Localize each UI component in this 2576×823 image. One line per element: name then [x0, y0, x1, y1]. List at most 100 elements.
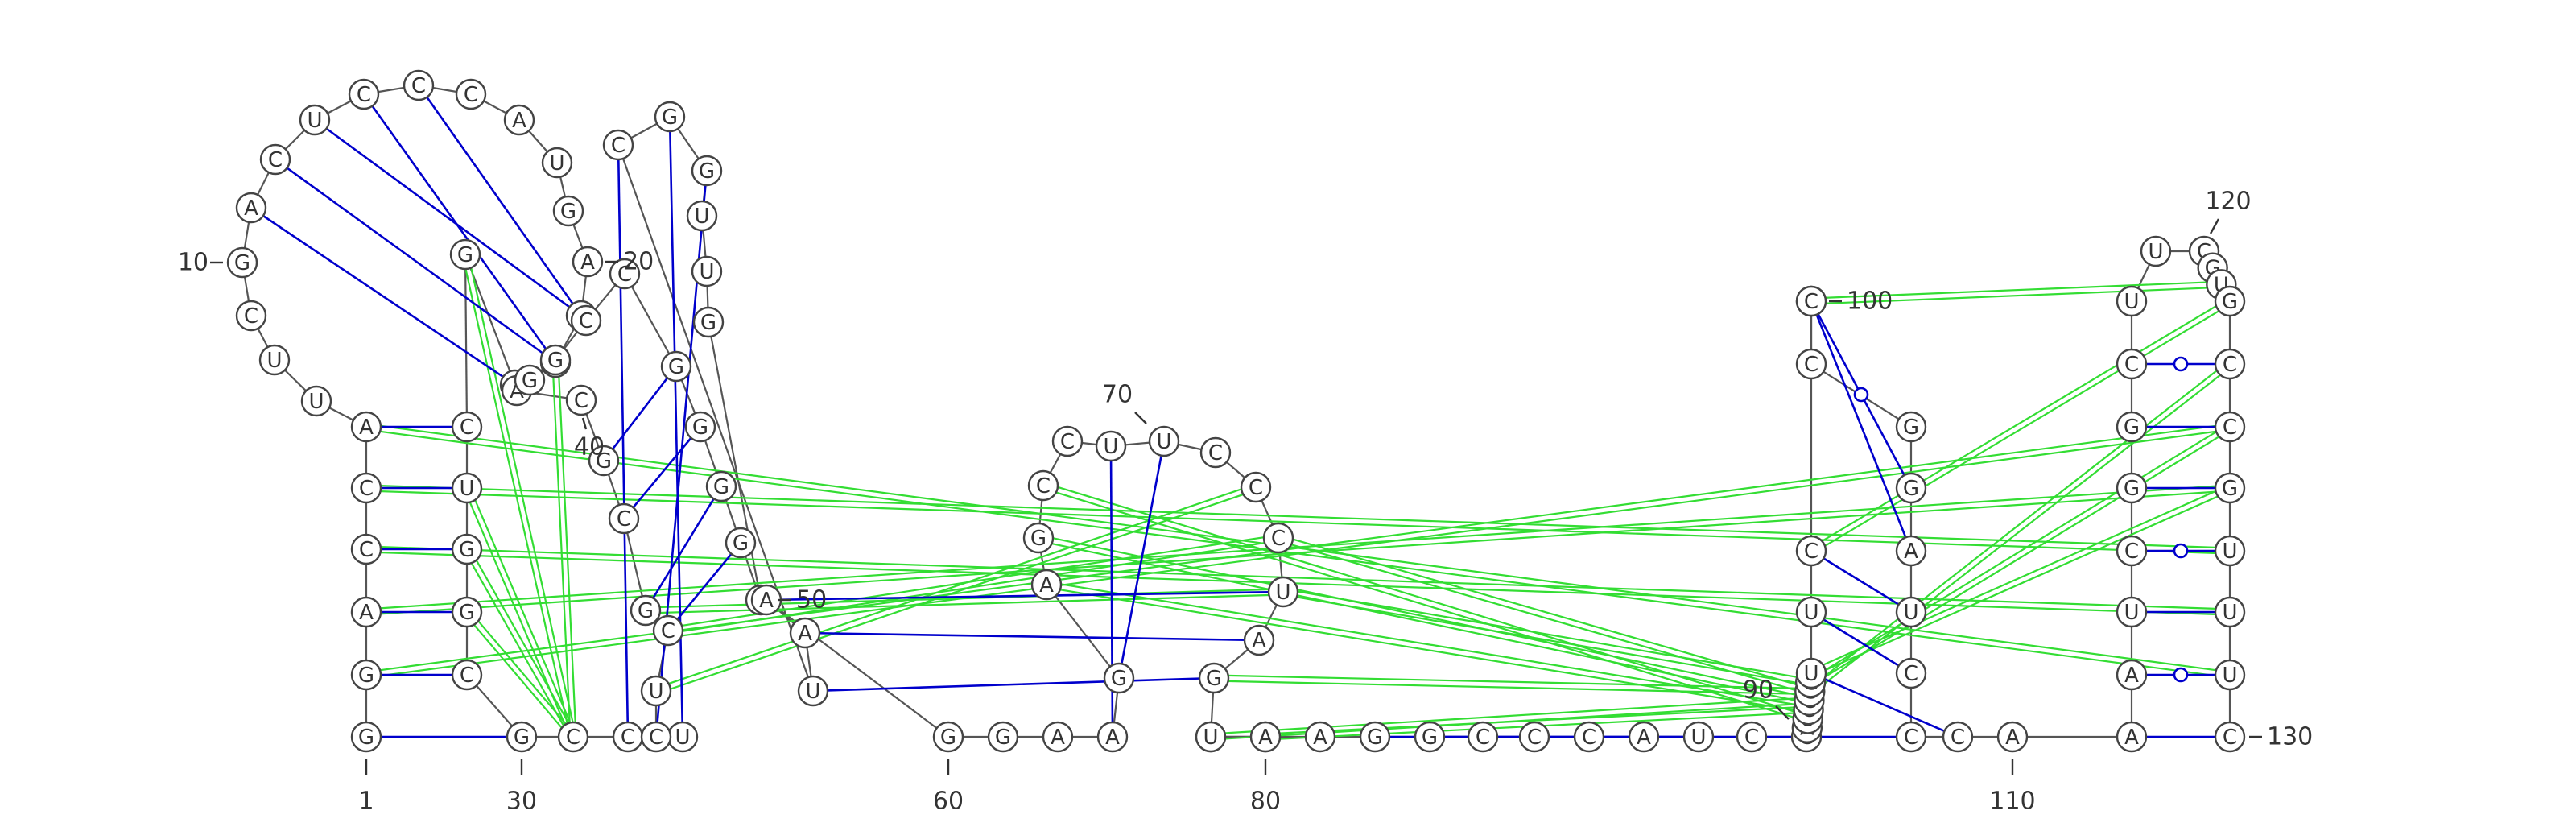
- nucleotide: A: [1895, 535, 1927, 567]
- position-tick: [1775, 705, 1790, 720]
- nucleotide: A: [1096, 721, 1129, 753]
- nucleotide-base: U: [648, 680, 663, 704]
- nucleotide-circle: [226, 246, 258, 279]
- nucleotide-base: G: [459, 538, 475, 562]
- nucleotide-circle: [506, 721, 538, 753]
- nucleotide-circle: [1467, 721, 1499, 753]
- pseudoknot-link: [1042, 487, 1808, 722]
- nucleotide: C: [1795, 348, 1827, 380]
- nucleotide-base: C: [1904, 726, 1918, 750]
- nucleotide: A: [1628, 721, 1660, 753]
- nucleotide-base: U: [675, 726, 690, 750]
- nucleotide-base: G: [547, 349, 564, 373]
- nucleotide-circle: [552, 195, 584, 227]
- nucleotide-base: A: [244, 196, 258, 221]
- nucleotide-base: G: [358, 664, 374, 688]
- nucleotide: U: [2116, 596, 2148, 628]
- nucleotide-circle: [2214, 659, 2246, 691]
- nucleotide-circle: [2214, 721, 2246, 753]
- nucleotide-circle: [602, 129, 634, 161]
- nucleotide-circle: [300, 385, 332, 417]
- pseudoknot-link: [469, 547, 577, 736]
- base-pair: [362, 93, 557, 363]
- nucleotide-circle: [455, 78, 487, 110]
- nucleotide-circle: [1736, 721, 1768, 753]
- nucleotide-circle: [299, 104, 331, 136]
- nucleotide-base: U: [2124, 290, 2139, 314]
- position-label: 70: [1102, 381, 1133, 409]
- nucleotide: C: [350, 472, 382, 504]
- nucleotide: C: [259, 143, 291, 176]
- nucleotide: U: [2116, 285, 2148, 317]
- position-label: 80: [1250, 788, 1281, 816]
- nucleotide-base: C: [579, 309, 593, 333]
- nucleotide: C: [1199, 436, 1232, 469]
- nucleotide: A: [350, 596, 382, 628]
- nucleotide: C: [557, 721, 589, 753]
- pseudoknot-link: [1810, 280, 2222, 300]
- nucleotide-circle: [660, 350, 692, 383]
- nucleotide: C: [2214, 348, 2246, 380]
- nucleotide-base: C: [1904, 662, 1918, 686]
- nucleotide-base: C: [357, 83, 371, 107]
- nucleotide: G: [1895, 411, 1927, 443]
- nucleotide: U: [541, 147, 573, 179]
- nucleotide-circle: [1795, 657, 1827, 689]
- nucleotide-circle: [402, 69, 435, 101]
- nucleotide-circle: [588, 445, 620, 477]
- nucleotide-base: U: [699, 260, 714, 284]
- nucleotide-base: G: [358, 726, 374, 750]
- nucleotide-circle: [1795, 596, 1827, 628]
- nucleotide-circle: [350, 533, 382, 565]
- base-pair: [1109, 445, 1114, 738]
- nucleotide: C: [1051, 425, 1084, 457]
- position-label: 10: [178, 249, 208, 277]
- nucleotide-circle: [539, 344, 572, 376]
- nucleotide-base: G: [596, 449, 612, 474]
- nucleotide-circle: [608, 502, 640, 535]
- nucleotide-circle: [1795, 348, 1827, 380]
- base-pair: [275, 158, 556, 364]
- gu-pair-marker: [2173, 543, 2189, 559]
- nucleotide: A: [1042, 721, 1074, 753]
- nucleotide-base: A: [2124, 726, 2139, 750]
- nucleotide: A: [235, 192, 267, 224]
- nucleotide-base: C: [2223, 416, 2237, 440]
- nucleotide-circle: [503, 104, 535, 136]
- nucleotide-circle: [350, 596, 382, 628]
- nucleotide: C: [609, 258, 641, 290]
- nucleotide: G: [691, 155, 723, 187]
- base-pair: [250, 206, 516, 387]
- nucleotide: C: [451, 411, 483, 443]
- nucleotide-base: C: [617, 507, 631, 531]
- nucleotide: C: [640, 721, 672, 753]
- nucleotide: U: [640, 675, 672, 707]
- nucleotide-base: G: [2222, 290, 2238, 314]
- nucleotide-circle: [609, 258, 641, 290]
- base-pair: [314, 118, 582, 317]
- pseudoknot-link: [1807, 361, 2229, 690]
- nucleotide-base: C: [1036, 474, 1051, 498]
- nucleotide: G: [506, 721, 538, 753]
- nucleotide-circle: [691, 255, 723, 287]
- nucleotide-base: G: [995, 726, 1011, 750]
- nucleotide-base: G: [1367, 726, 1383, 750]
- base-pair: [602, 366, 678, 461]
- pseudoknot-layer: [365, 253, 2232, 741]
- nucleotide-circle: [2140, 235, 2172, 267]
- position-label: 40: [574, 433, 605, 461]
- backbone-segment: [1046, 584, 1120, 679]
- nucleotide-base: G: [514, 726, 530, 750]
- nucleotide-base: C: [611, 134, 625, 158]
- nucleotide-base: A: [359, 416, 374, 440]
- nucleotide-circle: [1243, 624, 1275, 656]
- nucleotide: A: [2116, 721, 2148, 753]
- nucleotide: U: [258, 344, 291, 376]
- nucleotide-circle: [692, 306, 724, 338]
- nucleotide-base: A: [1313, 726, 1327, 750]
- pseudoknot-link: [366, 545, 2231, 610]
- nucleotide-base: C: [464, 83, 478, 107]
- nucleotide-base: A: [1105, 726, 1120, 750]
- nucleotide-circle: [2116, 596, 2148, 628]
- nucleotide: G: [350, 659, 382, 691]
